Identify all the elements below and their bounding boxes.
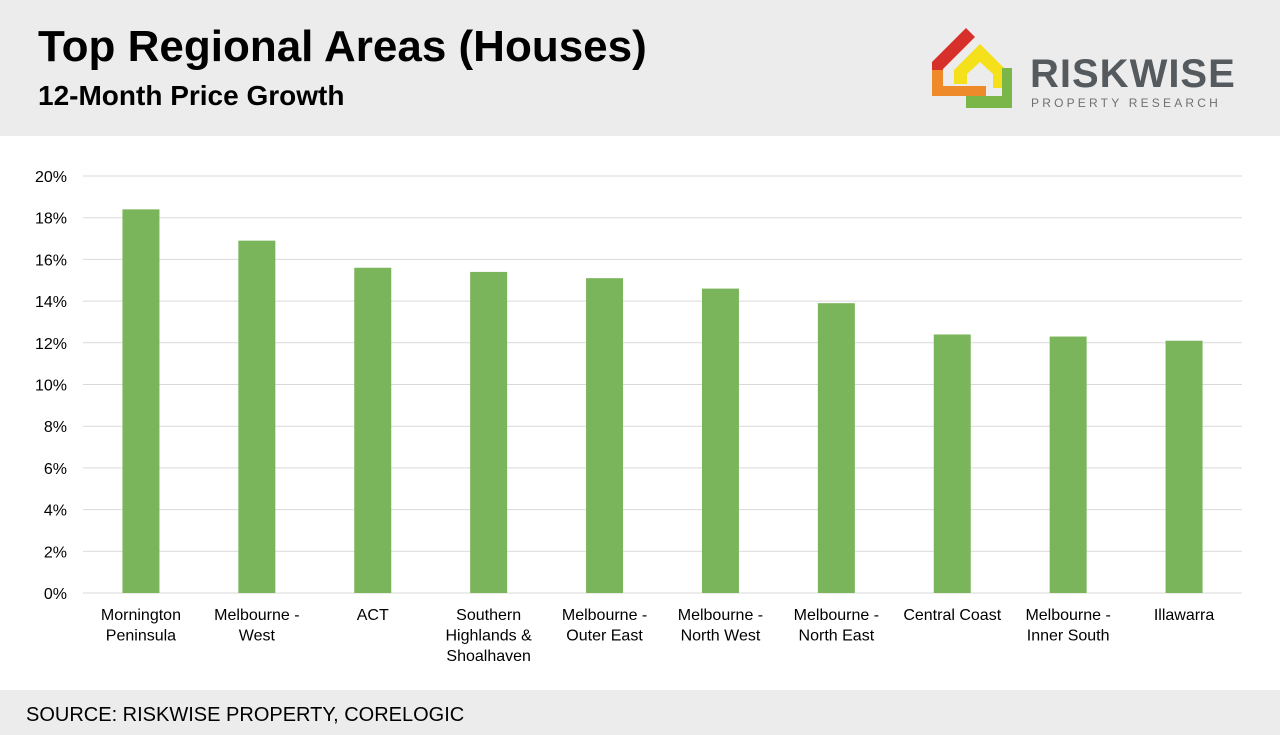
x-tick-label: ACT (357, 607, 389, 624)
bar (701, 288, 739, 593)
bar (933, 334, 971, 593)
riskwise-logo: RISKWISE PROPERTY RESEARCH (930, 26, 1250, 116)
y-tick-label: 14% (35, 294, 67, 311)
y-tick-label: 10% (35, 378, 67, 395)
bar (122, 209, 160, 594)
bar (238, 240, 276, 593)
x-tick-label: Melbourne -Outer East (562, 607, 647, 645)
logo-wordmark: RISKWISE (1030, 52, 1236, 96)
bar (470, 271, 508, 593)
x-tick-label: Melbourne -North West (678, 607, 763, 645)
x-tick-label: Melbourne -North East (794, 607, 879, 645)
y-tick-label: 6% (44, 461, 67, 478)
logo-tagline: PROPERTY RESEARCH (1031, 96, 1221, 110)
x-tick-label: Melbourne -Inner South (1025, 607, 1110, 645)
x-tick-label: Central Coast (903, 607, 1001, 624)
y-tick-label: 12% (35, 336, 67, 353)
bar (354, 267, 392, 593)
bar (586, 278, 624, 593)
source-note: SOURCE: RISKWISE PROPERTY, CORELOGIC (26, 704, 465, 726)
bar (1165, 340, 1203, 593)
bar-chart: 0% 2% 4% 6% 8% 10% 12% 14% 16% 18% 20% Mornington Pe… (35, 169, 1242, 665)
page-title: Top Regional Areas (Houses) (38, 22, 647, 71)
y-tick-label: 16% (35, 252, 67, 269)
riskwise-house-icon (932, 28, 1012, 108)
y-tick-label: 18% (35, 211, 67, 228)
page-subtitle: 12-Month Price Growth (38, 80, 345, 111)
x-tick-label: Mornington Peninsula (101, 607, 181, 645)
x-tick-label: Southern Highlands & Shoalhaven (446, 607, 533, 665)
bar (1049, 336, 1087, 593)
y-tick-label: 8% (44, 419, 67, 436)
footer-band: SOURCE: RISKWISE PROPERTY, CORELOGIC (0, 690, 1280, 735)
bar (817, 303, 855, 593)
y-tick-label: 2% (44, 544, 67, 561)
y-tick-label: 20% (35, 169, 67, 186)
y-tick-label: 4% (44, 503, 67, 520)
header-band: Top Regional Areas (Houses) 12-Month Pri… (0, 0, 1280, 136)
x-tick-label: Melbourne -West (214, 607, 299, 645)
y-tick-label: 0% (44, 586, 67, 603)
x-tick-label: Illawarra (1154, 607, 1215, 624)
